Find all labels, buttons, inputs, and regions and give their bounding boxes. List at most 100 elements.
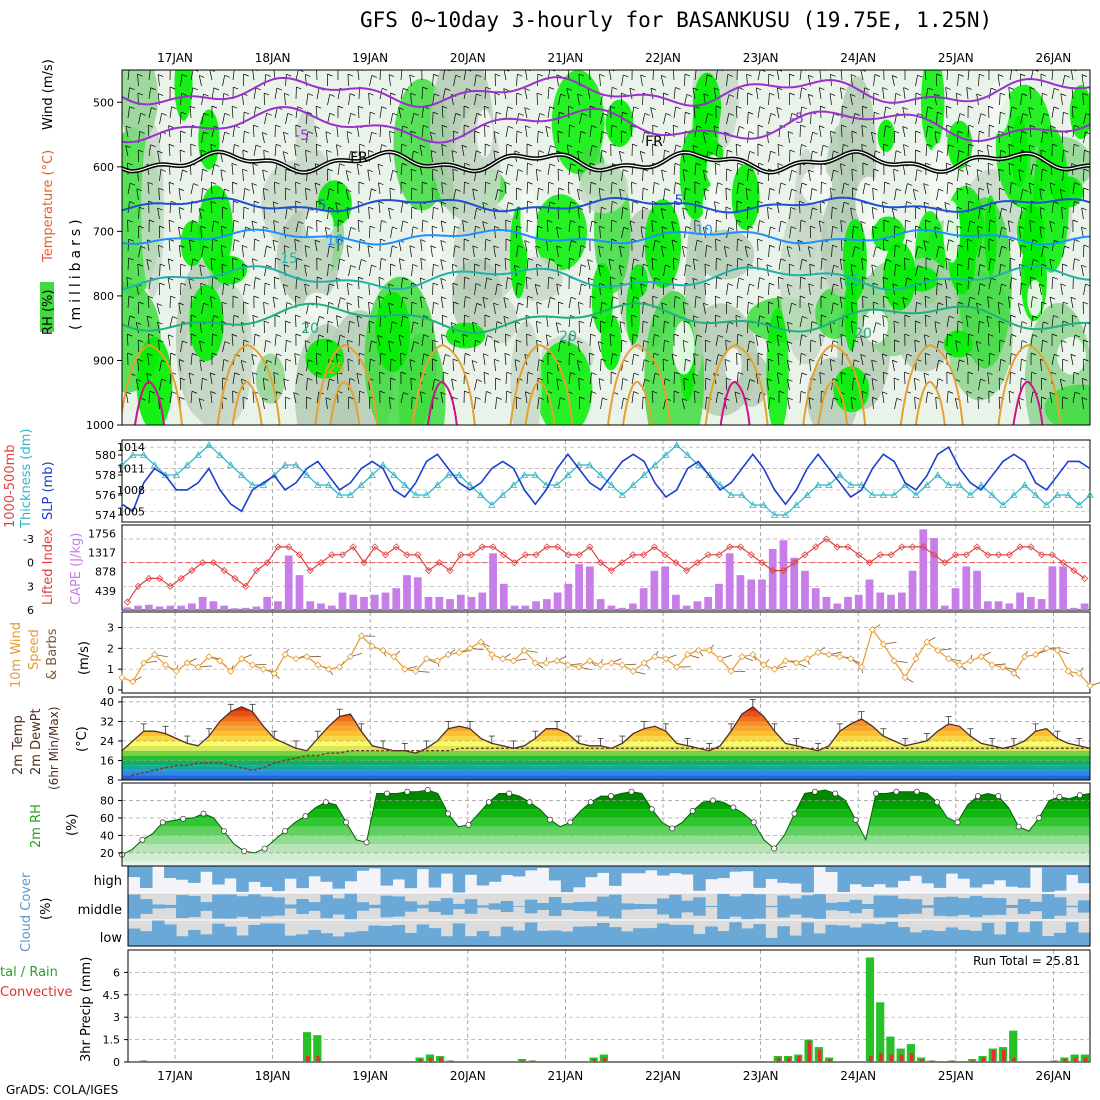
wind-barb-flag xyxy=(977,149,984,153)
wind-barb-flag xyxy=(433,111,439,115)
cape-bar xyxy=(456,594,465,610)
wind-barb-flag xyxy=(441,182,447,185)
cloud-low-bar xyxy=(212,923,225,946)
wind-barb xyxy=(440,201,444,214)
cloud-mid-bar xyxy=(681,900,694,913)
wind-barb xyxy=(978,74,980,87)
wind-barb-flag xyxy=(675,182,681,185)
cloud-low-bar xyxy=(729,922,742,946)
wind-barb-flag xyxy=(1007,125,1014,129)
cloud-high-bar xyxy=(921,866,935,884)
wind-barb-flag xyxy=(476,93,482,97)
wind-barb xyxy=(1059,189,1063,201)
li-marker xyxy=(640,551,648,559)
wind-barb-flag xyxy=(150,87,156,91)
wind-barb xyxy=(776,107,780,119)
wind-barb-flag xyxy=(681,398,688,401)
thickness-marker xyxy=(477,491,485,498)
wind-barb xyxy=(356,373,360,385)
wind-barb-flag xyxy=(432,168,438,172)
wind-barb xyxy=(482,221,486,233)
wind-barb xyxy=(978,188,980,201)
wind-barb xyxy=(211,87,215,100)
cloud-high-bar xyxy=(368,866,382,869)
wind-barb xyxy=(1019,264,1021,277)
thickness-marker xyxy=(564,471,572,478)
wind-barb-flag xyxy=(253,200,260,204)
wind-barb xyxy=(263,378,265,391)
thickness-marker xyxy=(879,491,888,498)
thickness-marker xyxy=(934,471,942,478)
wind-barb-flag xyxy=(304,340,311,343)
wind-barb-flag xyxy=(766,340,772,344)
wind-barb-flag xyxy=(580,131,586,134)
li-marker xyxy=(693,559,701,567)
wind-barb-flag xyxy=(979,73,985,77)
cloud-high-bar xyxy=(164,866,177,879)
wind-barb-flag xyxy=(527,181,533,185)
wind-barb-flag xyxy=(703,93,709,97)
li-marker xyxy=(199,559,207,567)
wind-barb xyxy=(652,315,655,328)
wind-barb-flag xyxy=(673,257,679,261)
wind-barb xyxy=(347,359,349,372)
thickness-marker xyxy=(847,481,855,488)
rh-marker xyxy=(445,810,452,817)
wind-barb-flag xyxy=(1052,143,1058,147)
wind-barb-flag xyxy=(651,257,658,261)
wind-barb-flag xyxy=(926,143,933,147)
wind-barb xyxy=(547,277,549,290)
wind-barb xyxy=(190,70,194,81)
cloud-mid-bar xyxy=(861,903,875,910)
cloud-high-bar xyxy=(392,866,406,880)
wind-barb xyxy=(264,245,267,258)
cloud-mid-bar xyxy=(140,899,153,914)
wind-barb-flag xyxy=(882,353,888,357)
wind-barb xyxy=(799,87,802,100)
wind-barb xyxy=(263,188,265,201)
wind-barb-flag xyxy=(633,353,640,357)
wind-speed-marker xyxy=(433,657,441,665)
wind-barb-flag xyxy=(770,113,776,116)
wind-barb-flag xyxy=(892,283,898,287)
wind-barb-flag xyxy=(433,263,439,267)
wind-barb xyxy=(757,296,759,309)
wind-barb-flag xyxy=(696,239,703,243)
wind-tick-label: 0 xyxy=(107,684,114,697)
wind-barb xyxy=(253,239,255,252)
thickness-slp-plot xyxy=(118,441,1094,518)
wind-barb-flag xyxy=(451,150,458,153)
wind-barb xyxy=(421,125,424,138)
wind-barb xyxy=(1009,201,1013,214)
wind-barb xyxy=(1062,75,1066,87)
wind-barb xyxy=(966,391,969,404)
contour-label: 15 xyxy=(280,251,298,267)
wind-barb xyxy=(787,379,790,391)
wind-barb xyxy=(211,220,215,233)
top-date-label: 17JAN xyxy=(157,51,193,65)
wind-barb xyxy=(493,340,496,353)
wind-barb-flag xyxy=(865,373,871,376)
slp-tick-label: 1014 xyxy=(117,441,145,454)
wind-barb-flag xyxy=(547,371,553,375)
rh-blob xyxy=(629,264,648,298)
wind-barb-flag xyxy=(802,258,808,262)
wind-barb xyxy=(537,131,539,144)
wind-barb xyxy=(463,277,465,290)
rh-marker xyxy=(832,790,839,797)
wind-speed-marker xyxy=(444,651,452,659)
wind-barb xyxy=(608,258,612,271)
wind-barb-flag xyxy=(494,92,501,96)
wind-barb-flag xyxy=(683,377,689,381)
wind-barb-flag xyxy=(1054,87,1060,91)
thickness-marker xyxy=(433,481,442,488)
wind-barb-flag xyxy=(841,124,847,128)
cape-bar xyxy=(661,566,670,610)
wind-barb xyxy=(599,283,601,296)
thickness-marker xyxy=(390,471,398,478)
pressure-tick-label: 700 xyxy=(93,225,114,238)
wind-barb-flag xyxy=(861,125,867,128)
wind-barb-flag xyxy=(570,372,576,375)
cape-bar xyxy=(887,594,895,610)
